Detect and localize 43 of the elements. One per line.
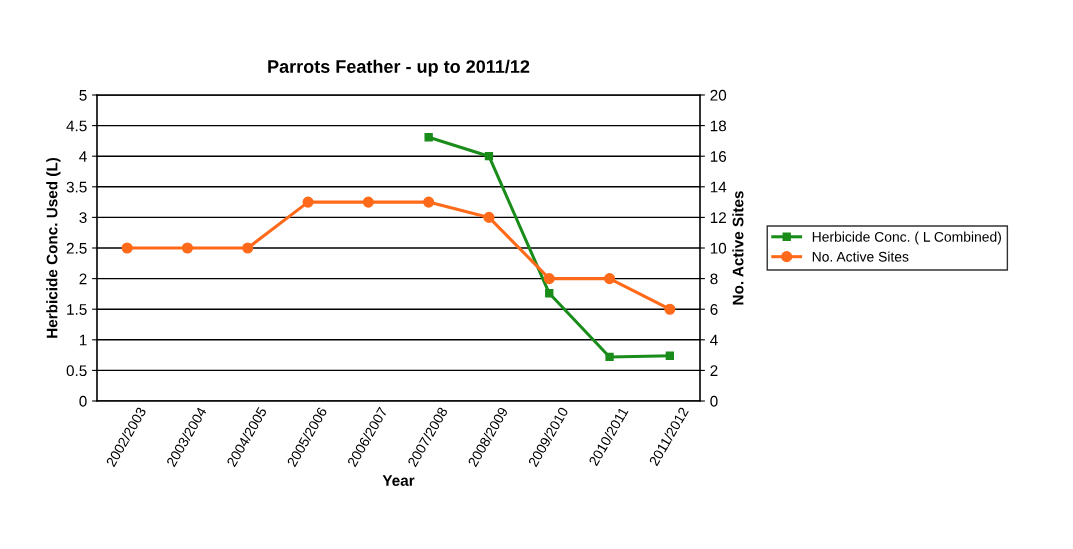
point bbox=[484, 152, 494, 161]
y-tick-label: 3 bbox=[79, 212, 87, 224]
point bbox=[362, 196, 374, 208]
point bbox=[302, 196, 314, 208]
point bbox=[665, 351, 675, 360]
point bbox=[605, 352, 614, 362]
y-tick-label: 0 bbox=[79, 395, 87, 407]
y2-tick-label: 6 bbox=[710, 304, 718, 315]
chart-title: Parrots Feather - up to 2011/12 bbox=[268, 59, 530, 77]
point bbox=[543, 273, 555, 285]
y-tick-label: 2 bbox=[79, 273, 87, 285]
point bbox=[242, 242, 254, 254]
y2-tick-label: 2 bbox=[710, 365, 718, 376]
point bbox=[181, 242, 194, 254]
point bbox=[424, 133, 433, 142]
y2-tick-label: 14 bbox=[710, 181, 727, 193]
y2-tick-label: 4 bbox=[710, 334, 718, 346]
y-tick-label: 0.5 bbox=[66, 365, 87, 377]
y2-axis-title: No. Active Sites bbox=[732, 191, 744, 305]
y-tick-label: 5 bbox=[79, 90, 87, 101]
y2-tick-label: 16 bbox=[710, 151, 727, 162]
point bbox=[545, 289, 554, 298]
y2-tick-label: 12 bbox=[710, 212, 726, 223]
y-tick-label: 4 bbox=[79, 151, 87, 162]
y-tick-label: 1 bbox=[79, 334, 87, 346]
y-tick-label: 4.5 bbox=[66, 120, 87, 132]
point bbox=[483, 211, 495, 223]
point bbox=[664, 303, 676, 315]
point bbox=[603, 273, 616, 285]
y-tick-label: 1.5 bbox=[67, 304, 87, 315]
y2-tick-label: 0 bbox=[710, 395, 718, 407]
y2-tick-label: 20 bbox=[710, 89, 727, 101]
y2-tick-label: 18 bbox=[710, 120, 727, 132]
y-tick-label: 3.5 bbox=[66, 181, 87, 193]
y-axis-title: Herbicide Conc. Used (L) bbox=[46, 157, 61, 338]
point bbox=[423, 196, 435, 208]
y2-tick-label: 8 bbox=[710, 273, 718, 285]
y2-tick-label: 10 bbox=[710, 242, 727, 254]
y-tick-label: 2.5 bbox=[66, 242, 87, 254]
legend-label: Herbicide Conc. ( L Combined) bbox=[812, 231, 1001, 245]
x-axis-title: Year bbox=[382, 475, 415, 486]
point bbox=[121, 242, 133, 254]
legend-label: No. Active Sites bbox=[812, 251, 909, 262]
